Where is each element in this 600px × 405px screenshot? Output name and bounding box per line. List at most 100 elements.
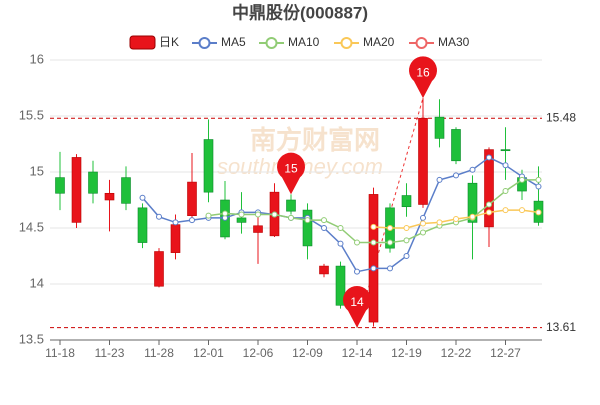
ma-point: [255, 211, 261, 218]
ma-point: [486, 201, 492, 208]
candle-body: [104, 192, 115, 201]
candle-body: [121, 177, 131, 204]
y-tick-label: 14.5: [19, 219, 44, 234]
legend-label: MA20: [363, 35, 395, 49]
ma-point: [156, 213, 162, 220]
ma-point: [420, 220, 426, 227]
ma-point: [387, 239, 393, 246]
ma-point: [387, 225, 393, 231]
chart-title: 中鼎股份(000887): [232, 2, 368, 22]
legend-swatch: [129, 35, 156, 50]
ma-point: [519, 176, 525, 183]
ma-point: [222, 210, 228, 217]
y-tick-label: 14: [30, 275, 44, 290]
legend-label: MA10: [288, 35, 320, 49]
ma-point: [354, 239, 360, 246]
candle-body: [368, 194, 379, 323]
ma-point: [403, 237, 410, 244]
x-tick-label: 11-18: [45, 346, 75, 360]
candle-body: [170, 224, 181, 253]
x-tick-label: 12-14: [342, 346, 373, 360]
candle-body: [319, 265, 329, 275]
ma-point: [172, 219, 179, 226]
pin-label: 15: [284, 162, 298, 176]
candle-body: [286, 199, 296, 212]
ma-point: [486, 209, 492, 216]
legend-dot: [415, 37, 428, 49]
legend-dot: [265, 37, 278, 49]
ma-point: [321, 225, 327, 231]
reference-label: 15.48: [546, 110, 576, 124]
ma-point: [337, 225, 344, 231]
pin-label: 16: [416, 65, 430, 79]
reference-label: 13.61: [546, 320, 576, 334]
ma-point: [502, 207, 509, 214]
candle-body: [434, 116, 445, 139]
candle-body: [253, 225, 263, 233]
pin-label: 14: [350, 295, 364, 309]
y-tick-label: 15.5: [19, 107, 44, 122]
candle-body: [500, 149, 511, 152]
ma-point: [436, 176, 443, 183]
ma-point: [403, 253, 410, 259]
ma-point: [189, 217, 195, 224]
ma-point: [304, 217, 311, 224]
legend-label: MA30: [438, 35, 470, 49]
legend-dot: [340, 37, 353, 49]
ma-point: [535, 176, 542, 183]
x-tick-label: 12-19: [391, 346, 422, 360]
candle-body: [71, 157, 82, 223]
ma-point: [486, 154, 492, 161]
x-tick-label: 12-09: [292, 346, 323, 360]
candle-body: [88, 171, 98, 194]
candle-body: [187, 181, 197, 216]
y-tick-label: 16: [30, 51, 44, 66]
ma-point: [337, 240, 344, 247]
candle-body: [154, 251, 164, 287]
ma-point: [420, 229, 426, 236]
ma-point: [271, 211, 278, 218]
candle-body: [203, 139, 214, 193]
candle-body: [236, 217, 247, 223]
candle-body: [335, 265, 346, 306]
pin: [409, 56, 437, 99]
watermark: 南方财富网: [250, 125, 380, 155]
ma-point: [469, 213, 476, 220]
trend-connector: [356, 97, 424, 328]
ma-point: [288, 214, 294, 221]
y-tick-label: 13.5: [19, 331, 44, 346]
ma-point: [354, 268, 360, 275]
ma-point: [535, 209, 542, 216]
x-tick-label: 12-06: [243, 346, 274, 360]
ma-point: [535, 183, 542, 190]
x-tick-label: 12-27: [490, 346, 521, 360]
ma-point: [453, 172, 459, 179]
ma-point: [453, 216, 459, 223]
ma-point: [321, 217, 327, 224]
ma-point: [205, 212, 212, 219]
x-tick-label: 12-22: [441, 346, 472, 360]
ma-point: [436, 219, 443, 226]
candle-body: [55, 177, 65, 194]
ma-point: [387, 265, 393, 272]
candle-body: [484, 149, 494, 228]
y-tick-label: 15: [30, 163, 44, 178]
candle-body: [137, 207, 148, 243]
legend-label: 日K: [159, 35, 179, 49]
ma-point: [370, 265, 377, 272]
ma-point: [469, 166, 476, 173]
candle-body: [467, 182, 478, 223]
candle-body: [401, 195, 412, 208]
ma-point: [519, 207, 525, 214]
ma-point: [370, 239, 377, 246]
ma-point: [139, 194, 146, 201]
ma-point: [370, 223, 377, 230]
ma-point: [420, 214, 426, 221]
ma-point: [502, 162, 509, 169]
x-tick-label: 12-01: [193, 346, 224, 360]
candle-body: [451, 129, 461, 162]
legend-dot: [198, 37, 211, 49]
pin: [342, 285, 371, 328]
x-tick-label: 11-28: [144, 346, 174, 360]
